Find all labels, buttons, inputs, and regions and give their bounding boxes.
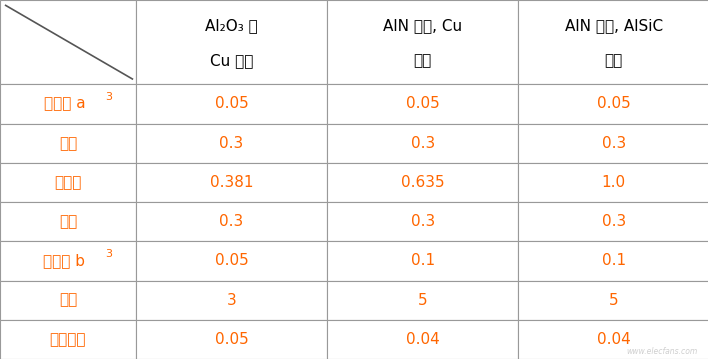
Bar: [136, 84, 327, 123]
Bar: [0, 123, 136, 163]
Text: 基板: 基板: [605, 53, 623, 68]
Text: 铜板: 铜板: [59, 214, 77, 229]
Bar: [518, 280, 708, 320]
Bar: [327, 0, 518, 84]
Bar: [327, 280, 518, 320]
Bar: [0, 202, 136, 241]
Text: 0.3: 0.3: [411, 136, 435, 151]
Text: 3: 3: [105, 92, 113, 102]
Text: 基板: 基板: [59, 293, 77, 308]
Text: 3: 3: [227, 293, 236, 308]
Bar: [518, 84, 708, 123]
Bar: [0, 320, 136, 359]
Bar: [136, 241, 327, 280]
Bar: [136, 123, 327, 163]
Bar: [0, 0, 136, 84]
Text: www.elecfans.com: www.elecfans.com: [626, 347, 697, 356]
Text: 0.04: 0.04: [597, 332, 631, 347]
Text: Cu 基板: Cu 基板: [210, 53, 253, 68]
Bar: [518, 0, 708, 84]
Text: 5: 5: [609, 293, 619, 308]
Bar: [136, 280, 327, 320]
Text: 焊接层 b: 焊接层 b: [43, 253, 86, 269]
Bar: [518, 241, 708, 280]
Bar: [0, 163, 136, 202]
Text: AlN 陶瓷, AlSiC: AlN 陶瓷, AlSiC: [565, 18, 663, 33]
Text: 焊接层 a: 焊接层 a: [44, 97, 85, 112]
Text: 0.3: 0.3: [602, 136, 626, 151]
Text: 0.3: 0.3: [411, 214, 435, 229]
Text: 5: 5: [418, 293, 428, 308]
Bar: [518, 202, 708, 241]
Bar: [518, 163, 708, 202]
Text: 铜板: 铜板: [59, 136, 77, 151]
Text: 基板: 基板: [413, 53, 432, 68]
Text: 0.3: 0.3: [219, 214, 244, 229]
Bar: [327, 163, 518, 202]
Bar: [327, 241, 518, 280]
Text: Al₂O₃ 陶: Al₂O₃ 陶: [205, 18, 258, 33]
Text: 0.1: 0.1: [411, 253, 435, 269]
Text: 0.381: 0.381: [210, 175, 253, 190]
Bar: [327, 84, 518, 123]
Bar: [0, 241, 136, 280]
Bar: [518, 320, 708, 359]
Text: 0.04: 0.04: [406, 332, 440, 347]
Bar: [327, 123, 518, 163]
Text: 0.3: 0.3: [602, 214, 626, 229]
Text: 1.0: 1.0: [602, 175, 626, 190]
Bar: [136, 320, 327, 359]
Bar: [136, 0, 327, 84]
Text: 0.635: 0.635: [401, 175, 445, 190]
Text: 0.05: 0.05: [215, 253, 249, 269]
Text: 0.05: 0.05: [406, 97, 440, 112]
Text: 0.1: 0.1: [602, 253, 626, 269]
Bar: [0, 84, 136, 123]
Bar: [0, 280, 136, 320]
Bar: [518, 123, 708, 163]
Text: 0.05: 0.05: [215, 332, 249, 347]
Bar: [136, 163, 327, 202]
Bar: [327, 202, 518, 241]
Text: 0.3: 0.3: [219, 136, 244, 151]
Text: 3: 3: [105, 249, 113, 259]
Text: 散热硫胶: 散热硫胶: [50, 332, 86, 347]
Bar: [136, 202, 327, 241]
Text: 0.05: 0.05: [215, 97, 249, 112]
Text: 陶瓷板: 陶瓷板: [55, 175, 81, 190]
Bar: [327, 320, 518, 359]
Text: 0.05: 0.05: [597, 97, 631, 112]
Text: AlN 陶瓷, Cu: AlN 陶瓷, Cu: [383, 18, 462, 33]
